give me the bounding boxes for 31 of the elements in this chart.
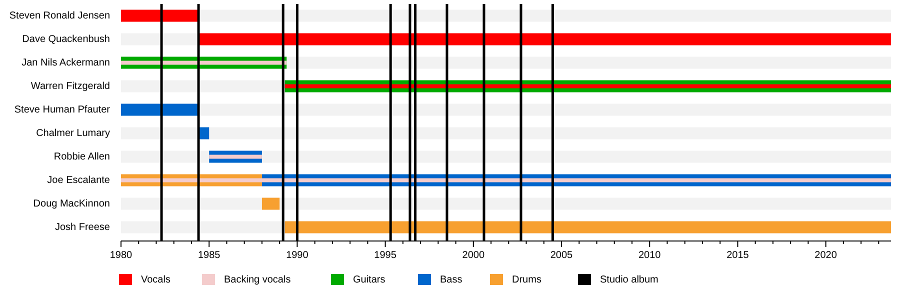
x-tick-label: 2000	[462, 250, 485, 261]
x-tick-label: 2020	[814, 250, 838, 261]
x-tick-label: 2005	[550, 250, 574, 261]
x-tick-label: 2010	[638, 250, 662, 261]
y-tick-label: Warren Fitzgerald	[30, 80, 110, 92]
y-tick-label: Josh Freese	[54, 222, 110, 233]
bar	[121, 60, 287, 65]
bar	[121, 104, 199, 116]
x-tick-label: 1995	[374, 250, 397, 261]
y-tick-label: Joe Escalante	[47, 174, 110, 186]
bar	[121, 10, 199, 22]
y-tick-label: Jan Nils Ackermann	[22, 57, 110, 68]
bar	[209, 154, 262, 159]
y-tick-label: Steven Ronald Jensen	[9, 10, 110, 22]
x-tick-label: 1980	[110, 250, 133, 261]
legend-label: Vocals	[141, 274, 170, 286]
y-tick-label: Dave Quackenbush	[22, 34, 110, 45]
x-tick-label: 1990	[286, 250, 309, 261]
bar	[121, 178, 891, 182]
y-tick-label: Doug MacKinnon	[33, 198, 110, 210]
y-tick-label: Robbie Allen	[54, 151, 110, 162]
bar	[262, 198, 280, 210]
legend-label: Backing vocals	[224, 274, 291, 286]
legend-label: Guitars	[353, 274, 386, 286]
legend-label: Drums	[512, 274, 542, 286]
y-tick-label: Steve Human Pfauter	[14, 104, 111, 116]
y-tick-label: Chalmer Lumary	[36, 128, 110, 139]
legend-label: Bass	[440, 274, 462, 286]
x-tick-label: 2015	[726, 250, 750, 261]
legend-label: Studio album	[600, 274, 658, 286]
x-tick-label: 1985	[198, 250, 221, 261]
